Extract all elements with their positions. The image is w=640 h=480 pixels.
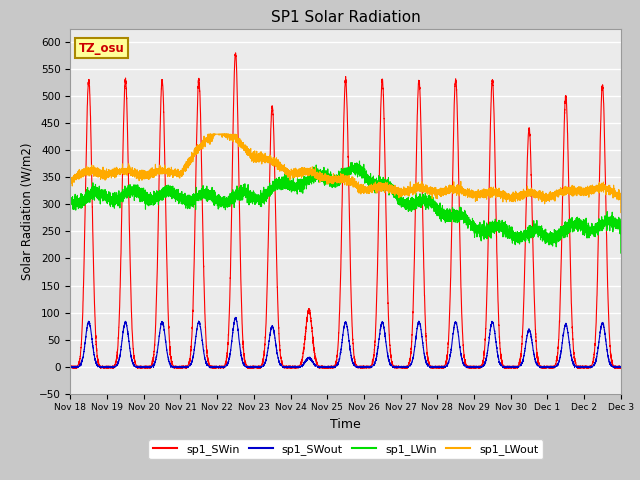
Line: sp1_SWout: sp1_SWout <box>70 317 621 368</box>
Title: SP1 Solar Radiation: SP1 Solar Radiation <box>271 10 420 25</box>
sp1_LWout <box>484 189 492 194</box>
sp1_SWin <box>327 363 335 369</box>
Line: sp1_SWin: sp1_SWin <box>70 53 621 368</box>
sp1_SWin <box>324 365 332 371</box>
sp1_LWout <box>594 182 602 188</box>
sp1_SWin <box>594 260 602 265</box>
sp1_LWin <box>594 227 602 232</box>
sp1_SWout <box>327 364 335 370</box>
X-axis label: Time: Time <box>330 418 361 431</box>
sp1_SWin <box>617 364 625 370</box>
sp1_LWout <box>205 132 212 137</box>
sp1_SWout <box>232 314 239 320</box>
sp1_LWin <box>469 219 477 225</box>
sp1_SWin <box>484 224 492 229</box>
sp1_SWout <box>67 364 74 370</box>
Y-axis label: Solar Radiation (W/m2): Solar Radiation (W/m2) <box>20 143 33 280</box>
sp1_LWout <box>587 186 595 192</box>
sp1_LWin <box>484 226 492 232</box>
sp1_LWout <box>253 156 261 162</box>
Line: sp1_LWin: sp1_LWin <box>70 161 621 253</box>
Legend: sp1_SWin, sp1_SWout, sp1_LWin, sp1_LWout: sp1_SWin, sp1_SWout, sp1_LWin, sp1_LWout <box>148 439 543 459</box>
sp1_SWin <box>587 363 595 369</box>
sp1_SWout <box>617 363 625 369</box>
sp1_LWin <box>587 229 595 235</box>
sp1_LWin <box>253 198 261 204</box>
sp1_SWin <box>67 365 74 371</box>
sp1_SWout <box>469 364 477 370</box>
Text: TZ_osu: TZ_osu <box>79 42 124 55</box>
sp1_LWin <box>617 250 625 256</box>
sp1_LWout <box>67 179 74 184</box>
sp1_LWout <box>617 210 625 216</box>
sp1_LWout <box>327 176 335 181</box>
sp1_SWout <box>594 348 602 353</box>
sp1_SWout <box>587 364 595 370</box>
Line: sp1_LWout: sp1_LWout <box>70 134 621 213</box>
sp1_LWout <box>469 191 477 196</box>
sp1_SWout <box>253 364 261 370</box>
sp1_SWin <box>253 364 261 370</box>
sp1_LWin <box>327 181 335 187</box>
sp1_SWin <box>232 50 239 56</box>
sp1_SWout <box>484 342 492 348</box>
sp1_LWin <box>356 158 364 164</box>
sp1_SWout <box>292 365 300 371</box>
sp1_SWin <box>469 364 477 370</box>
sp1_LWin <box>67 194 74 200</box>
